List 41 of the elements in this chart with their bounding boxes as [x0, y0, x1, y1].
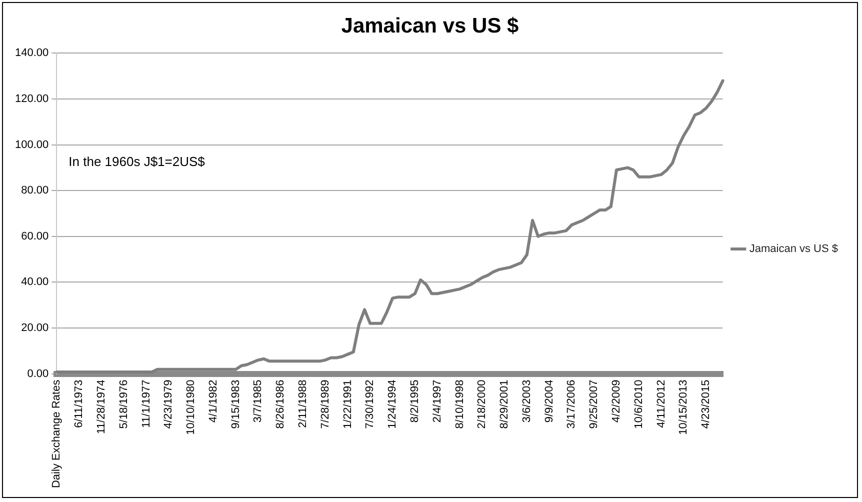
x-tick-label: 9/15/1983 — [230, 380, 242, 429]
legend-label: Jamaican vs US $ — [749, 243, 838, 256]
x-tick-label: 3/17/2006 — [566, 380, 578, 429]
x-tick-label: 11/28/1974 — [95, 380, 108, 434]
x-tick-label: Daily Exchange Rates — [50, 379, 63, 488]
y-tick-label: 20.00 — [21, 322, 49, 334]
x-tick-label: 4/1/1982 — [207, 380, 220, 423]
y-tick-label: 140.00 — [14, 47, 49, 60]
x-tick-label: 1/24/1994 — [386, 380, 399, 429]
annotation: In the 1960s J$1=2US$ — [68, 154, 206, 169]
x-tick-label: 8/10/1998 — [454, 380, 466, 429]
chart-title: Jamaican vs US $ — [341, 14, 520, 38]
x-tick-label: 8/26/1986 — [274, 380, 287, 429]
x-tick-label: 4/23/1979 — [162, 380, 175, 429]
y-tick-label: 60.00 — [21, 230, 49, 242]
y-tick-label: 100.00 — [14, 138, 49, 151]
x-tick-label: 11/1/1977 — [140, 380, 152, 428]
y-tick-label: 120.00 — [14, 93, 49, 106]
x-tick-label: 6/11/1973 — [73, 380, 86, 428]
x-tick-label: 10/10/1980 — [185, 380, 198, 435]
x-tick-label: 2/11/1988 — [297, 380, 310, 428]
x-tick-label: 3/6/2003 — [520, 380, 533, 423]
x-tick-label: 4/11/2012 — [655, 380, 668, 428]
x-tick-label: 10/6/2010 — [632, 380, 645, 429]
x-tick-label: 9/25/2007 — [588, 380, 600, 429]
x-tick-label: 3/7/1985 — [252, 380, 264, 423]
x-tick-label: 8/2/1995 — [408, 380, 421, 423]
x-tick-label: 4/23/2015 — [700, 380, 712, 429]
x-tick-label: 4/2/2009 — [610, 380, 623, 423]
x-tick-label: 8/29/2001 — [498, 380, 511, 429]
y-tick-label: 40.00 — [21, 276, 49, 288]
x-tick-label: 2/18/2000 — [476, 380, 488, 429]
x-tick-label: 9/9/2004 — [543, 380, 556, 423]
x-tick-label: 7/28/1989 — [319, 380, 332, 429]
x-tick-label: 2/4/1997 — [431, 380, 444, 423]
x-tick-label: 10/15/2013 — [678, 380, 690, 435]
x-tick-label: 5/18/1976 — [118, 380, 130, 429]
x-tick-label: 7/30/1992 — [364, 380, 376, 429]
y-tick-label: 0.00 — [27, 368, 49, 380]
x-tick-label: 1/22/1991 — [342, 380, 354, 429]
y-tick-label: 80.00 — [21, 184, 49, 197]
